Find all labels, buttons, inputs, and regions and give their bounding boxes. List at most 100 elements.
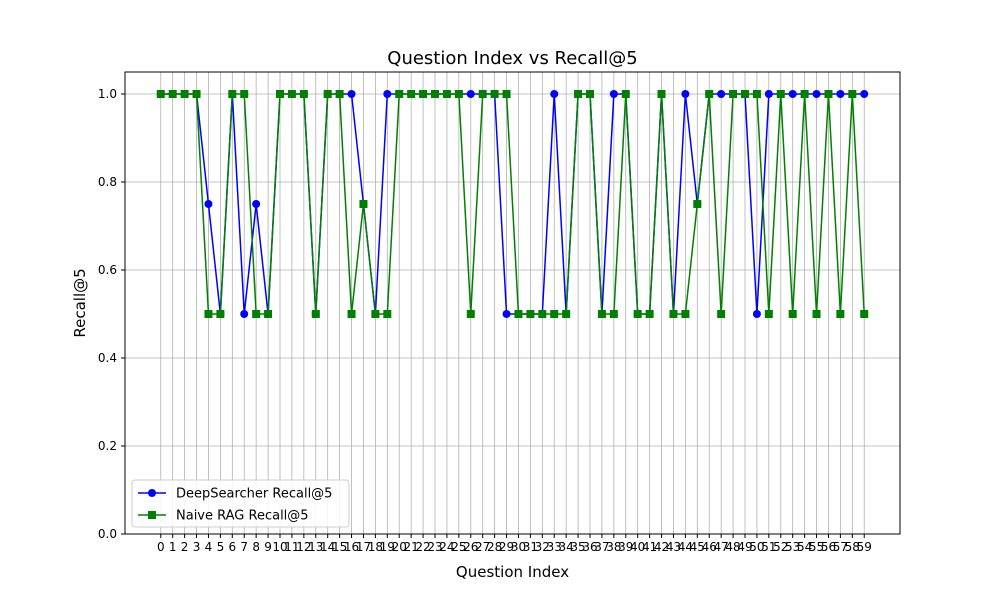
x-tick-label: 6	[228, 540, 236, 554]
data-point	[478, 90, 487, 98]
x-tick-label: 51	[761, 540, 776, 554]
data-point	[240, 310, 249, 318]
x-tick-label: 59	[857, 540, 872, 554]
x-tick-label: 0	[157, 540, 165, 554]
data-point	[776, 90, 785, 98]
legend-entries: DeepSearcher Recall@5 Naive RAG Recall@5	[138, 487, 332, 524]
x-tick-label: 7	[240, 540, 248, 554]
data-point	[454, 90, 463, 98]
legend-label: DeepSearcher Recall@5	[176, 487, 332, 502]
data-point	[228, 90, 237, 98]
x-tick-label: 1	[169, 540, 177, 554]
x-tick-label: 15	[332, 540, 347, 554]
data-point	[538, 310, 547, 318]
data-point	[717, 310, 726, 318]
data-point	[383, 90, 392, 98]
data-point	[407, 90, 416, 98]
legend-label: Naive RAG Recall@5	[176, 509, 309, 524]
data-point	[848, 90, 857, 98]
x-tick-label: 56	[821, 540, 836, 554]
x-tick-label: 39	[618, 540, 633, 554]
x-tick-label: 24	[439, 540, 454, 554]
y-tick-label: 0.4	[98, 351, 117, 365]
x-tick-label: 20	[392, 540, 407, 554]
x-tick-label: 40	[630, 540, 645, 554]
data-point	[562, 310, 571, 318]
x-tick-label: 19	[380, 540, 395, 554]
x-tick-label: 30	[511, 540, 526, 554]
x-tick-label: 18	[368, 540, 383, 554]
legend-box	[131, 479, 350, 528]
x-tick-label: 54	[797, 540, 812, 554]
data-point	[514, 310, 523, 318]
x-tick-label: 31	[523, 540, 538, 554]
data-point	[252, 310, 261, 318]
x-tick-label: 55	[809, 540, 824, 554]
data-point	[681, 310, 690, 318]
data-point	[669, 310, 678, 318]
data-point	[550, 90, 559, 98]
data-point	[788, 310, 797, 318]
data-point	[168, 90, 177, 98]
data-point	[252, 200, 261, 208]
data-point	[574, 90, 583, 98]
data-point	[752, 310, 761, 318]
data-point	[204, 310, 213, 318]
x-tick-label: 58	[845, 540, 860, 554]
data-point	[192, 90, 201, 98]
data-point	[812, 90, 821, 98]
data-point	[800, 90, 809, 98]
x-tick-label: 27	[475, 540, 490, 554]
data-point	[586, 90, 594, 98]
y-tick-label: 0.8	[98, 175, 117, 189]
data-point	[431, 90, 439, 98]
data-point	[180, 90, 189, 98]
data-point	[836, 90, 845, 98]
data-point	[419, 90, 428, 98]
x-tick-label: 42	[654, 540, 669, 554]
legend-marker	[148, 489, 156, 497]
x-tick-label: 26	[463, 540, 478, 554]
x-tick-label: 38	[606, 540, 621, 554]
data-point	[371, 310, 380, 318]
data-point	[812, 310, 821, 318]
plot-frame	[124, 71, 901, 535]
data-point	[657, 90, 666, 98]
data-point	[466, 310, 475, 318]
x-tick-label: 12	[296, 540, 311, 554]
x-tick-label: 2	[181, 540, 189, 554]
y-tick-label: 1.0	[98, 87, 117, 101]
x-tick-label: 52	[773, 540, 788, 554]
data-point	[633, 310, 642, 318]
data-point	[824, 90, 833, 98]
x-tick-label: 37	[594, 540, 609, 554]
data-point	[788, 90, 797, 98]
legend-entry: DeepSearcher Recall@5	[138, 487, 332, 502]
x-tick-label: 22	[415, 540, 430, 554]
x-tick-label: 53	[785, 540, 800, 554]
data-point	[645, 310, 654, 318]
x-tick-label: 28	[487, 540, 502, 554]
x-tick-label: 10	[272, 540, 287, 554]
data-point	[764, 310, 773, 318]
x-tick-label: 16	[344, 540, 359, 554]
data-point	[490, 90, 499, 98]
x-tick-label: 17	[356, 540, 371, 554]
data-point	[299, 90, 308, 98]
data-point	[836, 310, 845, 318]
data-point	[741, 90, 749, 98]
x-tick-label: 41	[642, 540, 657, 554]
x-tick-label: 4	[205, 540, 213, 554]
data-point	[216, 310, 225, 318]
data-point	[717, 90, 726, 98]
data-point	[335, 90, 344, 98]
data-point	[287, 90, 296, 98]
data-point	[323, 90, 332, 98]
data-point	[502, 90, 511, 98]
y-axis-label: Recall@5	[71, 268, 89, 337]
data-point	[752, 90, 761, 98]
y-tick-label: 0.2	[98, 439, 117, 453]
x-tick-label: 9	[264, 540, 272, 554]
x-tick-label: 8	[252, 540, 260, 554]
data-point	[609, 90, 618, 98]
